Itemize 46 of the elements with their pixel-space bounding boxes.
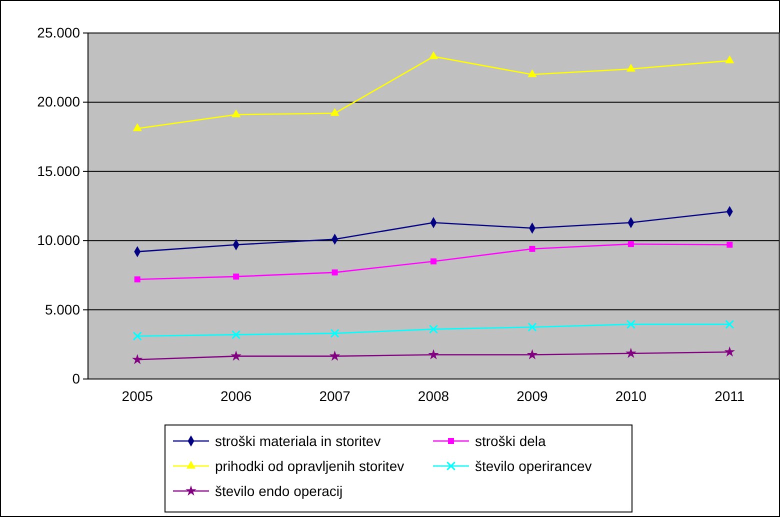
x-tick-label: 2007 xyxy=(319,388,351,404)
point xyxy=(626,348,636,358)
point xyxy=(428,324,438,334)
y-tick-label: 20.000 xyxy=(37,94,80,110)
legend-label: stroški dela xyxy=(475,433,546,449)
point xyxy=(725,55,734,64)
x-tick-label: 2011 xyxy=(714,388,745,404)
y-tick-label: 0 xyxy=(72,370,80,386)
point xyxy=(132,332,142,341)
legend-label: prihodki od opravljenih storitev xyxy=(215,458,404,474)
point xyxy=(230,350,242,361)
point xyxy=(626,320,636,329)
y-tick-label: 25.000 xyxy=(37,24,80,40)
point xyxy=(231,330,241,340)
legend-label: število operirancev xyxy=(475,458,592,474)
point xyxy=(726,242,733,248)
point xyxy=(626,64,636,72)
legend-label: stroški materiala in storitev xyxy=(215,433,381,449)
x-tick-label: 2010 xyxy=(615,388,647,404)
point xyxy=(528,322,537,332)
x-tick-label: 2009 xyxy=(516,388,548,404)
point xyxy=(132,354,143,364)
y-tick-label: 10.000 xyxy=(37,232,80,248)
point xyxy=(132,123,142,132)
point xyxy=(628,241,634,248)
point xyxy=(428,51,438,60)
point xyxy=(330,108,340,116)
point xyxy=(725,320,734,329)
point xyxy=(428,349,439,360)
x-tick-label: 2008 xyxy=(418,388,450,404)
legend-label: število endo operacij xyxy=(215,483,343,499)
point xyxy=(526,349,538,360)
point xyxy=(329,350,340,361)
point xyxy=(134,276,140,282)
point xyxy=(430,258,436,264)
y-tick-label: 5.000 xyxy=(44,301,80,318)
point xyxy=(724,346,736,357)
y-tick-label: 15.000 xyxy=(37,162,80,179)
point xyxy=(528,69,537,78)
x-tick-label: 2006 xyxy=(220,388,252,404)
point xyxy=(529,246,536,252)
point xyxy=(330,328,340,338)
point xyxy=(332,269,338,276)
point xyxy=(233,274,240,280)
x-tick-label: 2005 xyxy=(122,388,154,404)
point xyxy=(232,109,241,118)
